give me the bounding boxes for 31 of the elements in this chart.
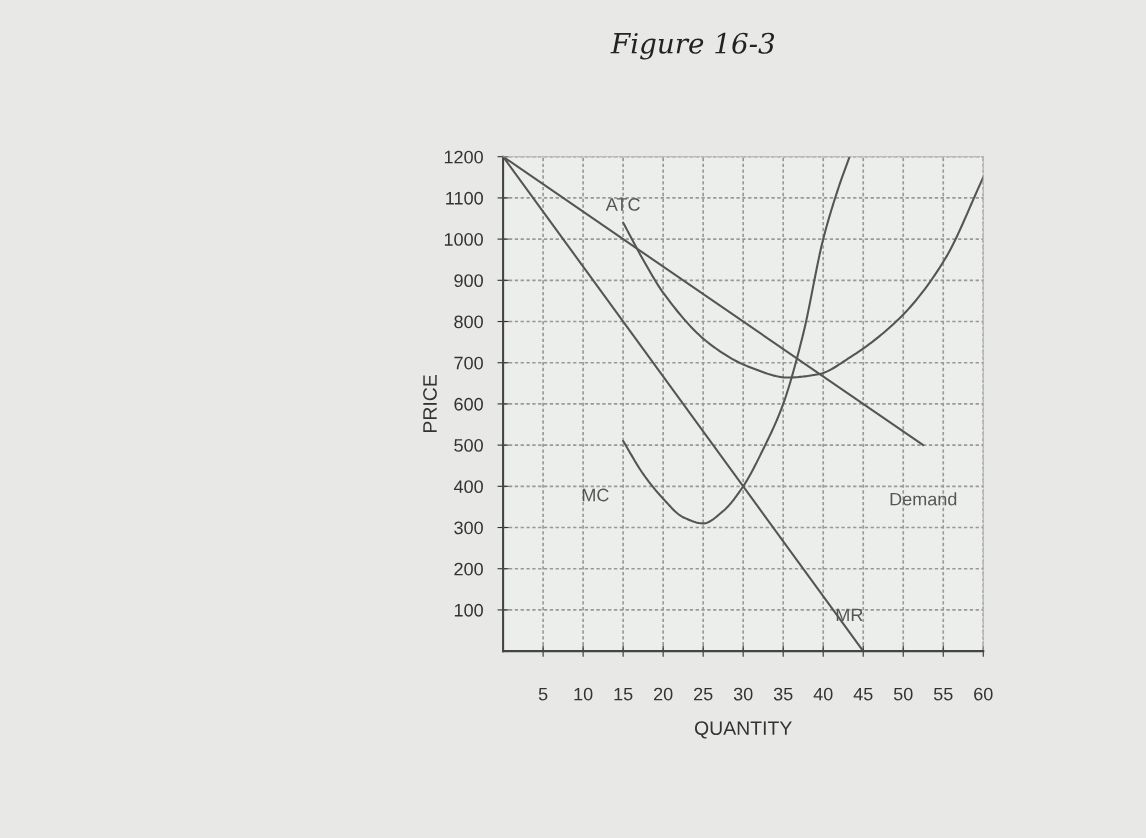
y-tick-label: 500 xyxy=(454,439,483,452)
x-tick-label: 50 xyxy=(893,687,913,701)
y-tick-label: 400 xyxy=(453,480,483,494)
x-tick-label: 5 xyxy=(538,687,548,701)
y-axis-title: PRICE xyxy=(423,375,437,433)
x-tick-label: 15 xyxy=(614,687,633,701)
y-tick-label: 300 xyxy=(454,521,483,535)
x-tick-label: 25 xyxy=(694,687,713,701)
x-tick-label: 35 xyxy=(773,687,793,701)
y-tick-label: 600 xyxy=(454,397,483,411)
text: MC xyxy=(582,488,609,502)
x-tick-label: 20 xyxy=(654,687,673,701)
series-label: ATC xyxy=(605,198,640,211)
y-tick-label: 700 xyxy=(454,356,483,370)
y-tick-label: 1100 xyxy=(446,191,483,205)
y-tick-label: 100 xyxy=(454,603,483,617)
chart-title: Figure 16-3 xyxy=(610,32,775,60)
x-tick-label: 40 xyxy=(813,687,833,701)
series-label: MR xyxy=(836,608,863,622)
x-tick-label: 30 xyxy=(733,687,753,701)
y-tick-label: 900 xyxy=(454,274,483,288)
text: Demand xyxy=(890,492,957,506)
x-tick-label: 10 xyxy=(574,687,593,701)
y-tick-label: 200 xyxy=(454,562,483,576)
y-tick-label: 800 xyxy=(454,315,483,329)
x-tick-label: 60 xyxy=(974,687,993,701)
x-axis-title: QUANTITY xyxy=(694,721,792,739)
y-tick-label: 1200 xyxy=(444,150,483,164)
x-tick-label: 55 xyxy=(933,687,953,701)
y-tick-label: 1000 xyxy=(444,233,483,246)
x-tick-label: 45 xyxy=(853,687,873,701)
